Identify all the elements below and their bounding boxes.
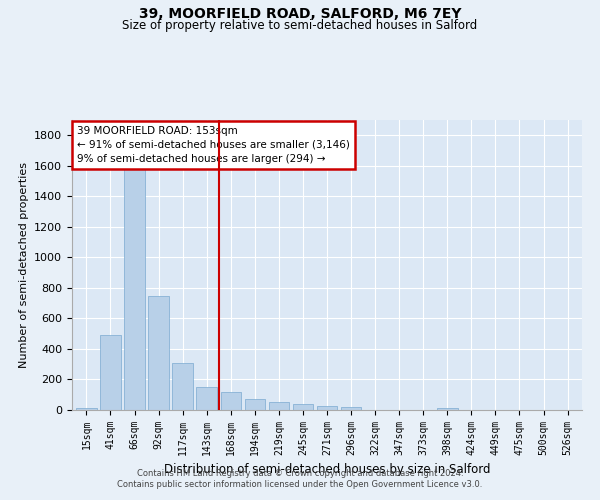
Bar bbox=[124, 160, 145, 410]
Text: Contains HM Land Registry data © Crown copyright and database right 2024.: Contains HM Land Registry data © Crown c… bbox=[137, 468, 463, 477]
Bar bbox=[341, 407, 361, 410]
Text: Contains public sector information licensed under the Open Government Licence v3: Contains public sector information licen… bbox=[118, 480, 482, 489]
Text: 39, MOORFIELD ROAD, SALFORD, M6 7EY: 39, MOORFIELD ROAD, SALFORD, M6 7EY bbox=[139, 8, 461, 22]
Bar bbox=[196, 387, 217, 410]
Bar bbox=[437, 408, 458, 410]
Bar bbox=[148, 296, 169, 410]
Text: Size of property relative to semi-detached houses in Salford: Size of property relative to semi-detach… bbox=[122, 19, 478, 32]
Text: 39 MOORFIELD ROAD: 153sqm
← 91% of semi-detached houses are smaller (3,146)
9% o: 39 MOORFIELD ROAD: 153sqm ← 91% of semi-… bbox=[77, 126, 350, 164]
Bar bbox=[221, 392, 241, 410]
Y-axis label: Number of semi-detached properties: Number of semi-detached properties bbox=[19, 162, 29, 368]
Bar bbox=[100, 335, 121, 410]
Bar bbox=[317, 406, 337, 410]
Bar bbox=[269, 402, 289, 410]
X-axis label: Distribution of semi-detached houses by size in Salford: Distribution of semi-detached houses by … bbox=[164, 464, 490, 476]
Bar bbox=[245, 398, 265, 410]
Bar bbox=[293, 404, 313, 410]
Bar bbox=[172, 362, 193, 410]
Bar bbox=[76, 408, 97, 410]
